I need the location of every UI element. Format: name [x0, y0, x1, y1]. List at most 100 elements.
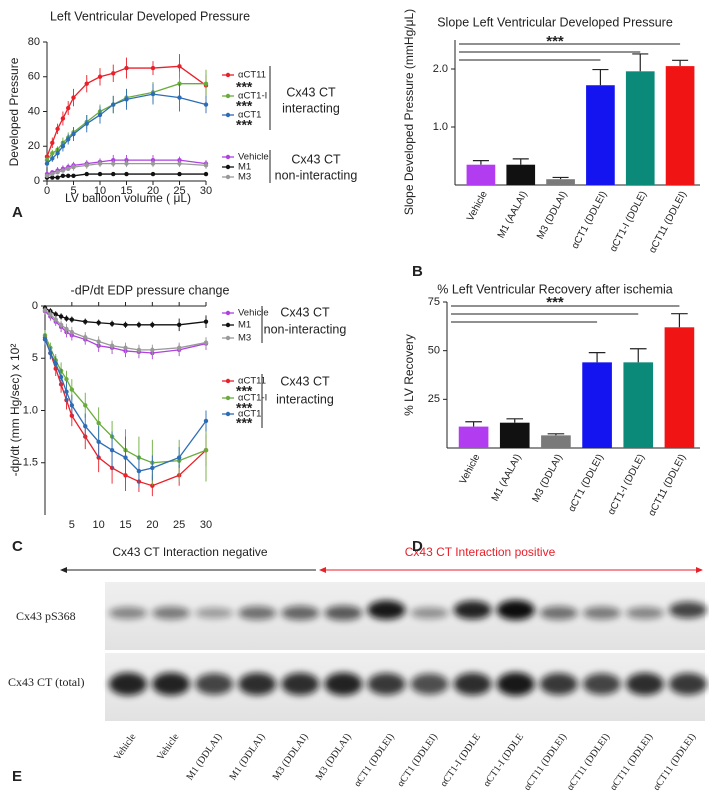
data-point [136, 347, 142, 353]
data-point [111, 171, 116, 177]
data-point [53, 317, 58, 322]
data-point [60, 144, 66, 149]
legend-swatch [225, 164, 231, 170]
lane-label: αCT1-I (DDLE [438, 732, 483, 789]
data-point [150, 91, 156, 97]
blot-band [238, 672, 277, 696]
y-tick-label: 1.0 [433, 121, 448, 133]
blot-row-label: Cx43 CT (total) [8, 675, 84, 689]
data-point [203, 448, 209, 453]
group-title: Cx43 CT [291, 152, 341, 166]
data-point [55, 175, 60, 180]
data-point [203, 81, 209, 86]
y-tick-label: 0 [34, 175, 40, 187]
chart-title: -dP/dt EDP pressure change [71, 283, 230, 297]
blot-band [410, 673, 449, 695]
legend-swatch [225, 72, 231, 78]
data-point [124, 65, 129, 71]
data-point [64, 316, 69, 321]
panel-letter: E [12, 768, 22, 785]
blot-band [195, 673, 234, 695]
blot-band [324, 672, 363, 696]
data-point [150, 465, 155, 471]
data-point [69, 387, 75, 392]
data-point [48, 312, 53, 317]
significance: *** [236, 383, 253, 399]
data-point [84, 171, 89, 177]
data-point [176, 322, 182, 328]
data-point [44, 173, 50, 178]
blot-band [195, 607, 234, 619]
legend-swatch [225, 174, 231, 180]
data-point [55, 126, 60, 132]
data-point [177, 171, 182, 177]
data-point [42, 337, 48, 342]
data-point [60, 168, 66, 173]
y-tick-label: 1.0 [23, 404, 38, 416]
y-tick-label: 60 [28, 71, 40, 83]
lane-label: M3 (DDLAI) [271, 732, 311, 783]
x-tick-label: 15 [119, 519, 131, 531]
legend-swatch [225, 310, 231, 316]
y-axis-label: -dp/dt (mm Hg/sec) x 10² [8, 344, 22, 477]
data-point [177, 64, 182, 69]
significance: *** [546, 294, 564, 311]
data-point [111, 102, 116, 107]
data-point [60, 116, 66, 121]
data-point [66, 137, 71, 142]
data-point [109, 343, 115, 348]
lane-label: αCT1 (DDLEI) [352, 732, 397, 789]
blot-band [582, 673, 621, 695]
blot-band [281, 605, 320, 621]
x-tick-label: αCT1 (DDLEI) [567, 452, 607, 513]
legend-swatch [225, 93, 231, 99]
x-tick-label: αCT1-I (DDLE) [608, 189, 649, 253]
data-point [123, 455, 128, 460]
significance: *** [236, 415, 253, 431]
legend-swatch [225, 411, 231, 417]
bar [499, 422, 530, 448]
data-point [96, 439, 101, 445]
y-axis-label: % LV Recovery [402, 334, 416, 416]
data-point [124, 171, 129, 177]
x-tick-label: 30 [200, 185, 212, 197]
data-point [69, 329, 75, 335]
data-point [71, 173, 76, 178]
data-point [55, 170, 60, 175]
data-point [50, 175, 55, 180]
x-tick-label: 20 [146, 519, 158, 531]
blot-row-label: Cx43 pS368 [16, 609, 76, 623]
series-line [46, 65, 207, 157]
chart-title: Left Ventricular Developed Pressure [50, 9, 250, 23]
significance: *** [236, 79, 253, 95]
y-tick-label: 5 [32, 352, 38, 364]
group-subtitle: interacting [276, 392, 334, 406]
chart-title: Slope Left Ventricular Developed Pressur… [437, 15, 673, 29]
bar [586, 85, 615, 185]
group-subtitle: interacting [282, 101, 340, 115]
data-point [123, 322, 128, 328]
data-point [50, 151, 55, 156]
legend-swatch [225, 322, 231, 328]
data-point [150, 65, 156, 71]
blot-band [625, 606, 664, 620]
group-subtitle: non-interacting [275, 168, 358, 182]
lane-label: αCT1-I (DDLE [481, 732, 526, 789]
data-point [111, 161, 116, 166]
data-point [66, 105, 71, 111]
significance: *** [236, 98, 253, 114]
data-point [58, 322, 64, 328]
y-tick-label: 25 [428, 393, 440, 405]
panel-letter: C [12, 538, 23, 555]
legend-label: M3 [238, 333, 251, 344]
legend-label: M1 [238, 162, 251, 173]
data-point [48, 350, 53, 356]
group-title: Cx43 CT [280, 374, 330, 388]
data-point [136, 468, 142, 474]
series-line [44, 339, 207, 472]
lane-label: M1 (DDLAI) [184, 732, 224, 783]
bar [623, 362, 654, 448]
data-point [53, 312, 58, 317]
